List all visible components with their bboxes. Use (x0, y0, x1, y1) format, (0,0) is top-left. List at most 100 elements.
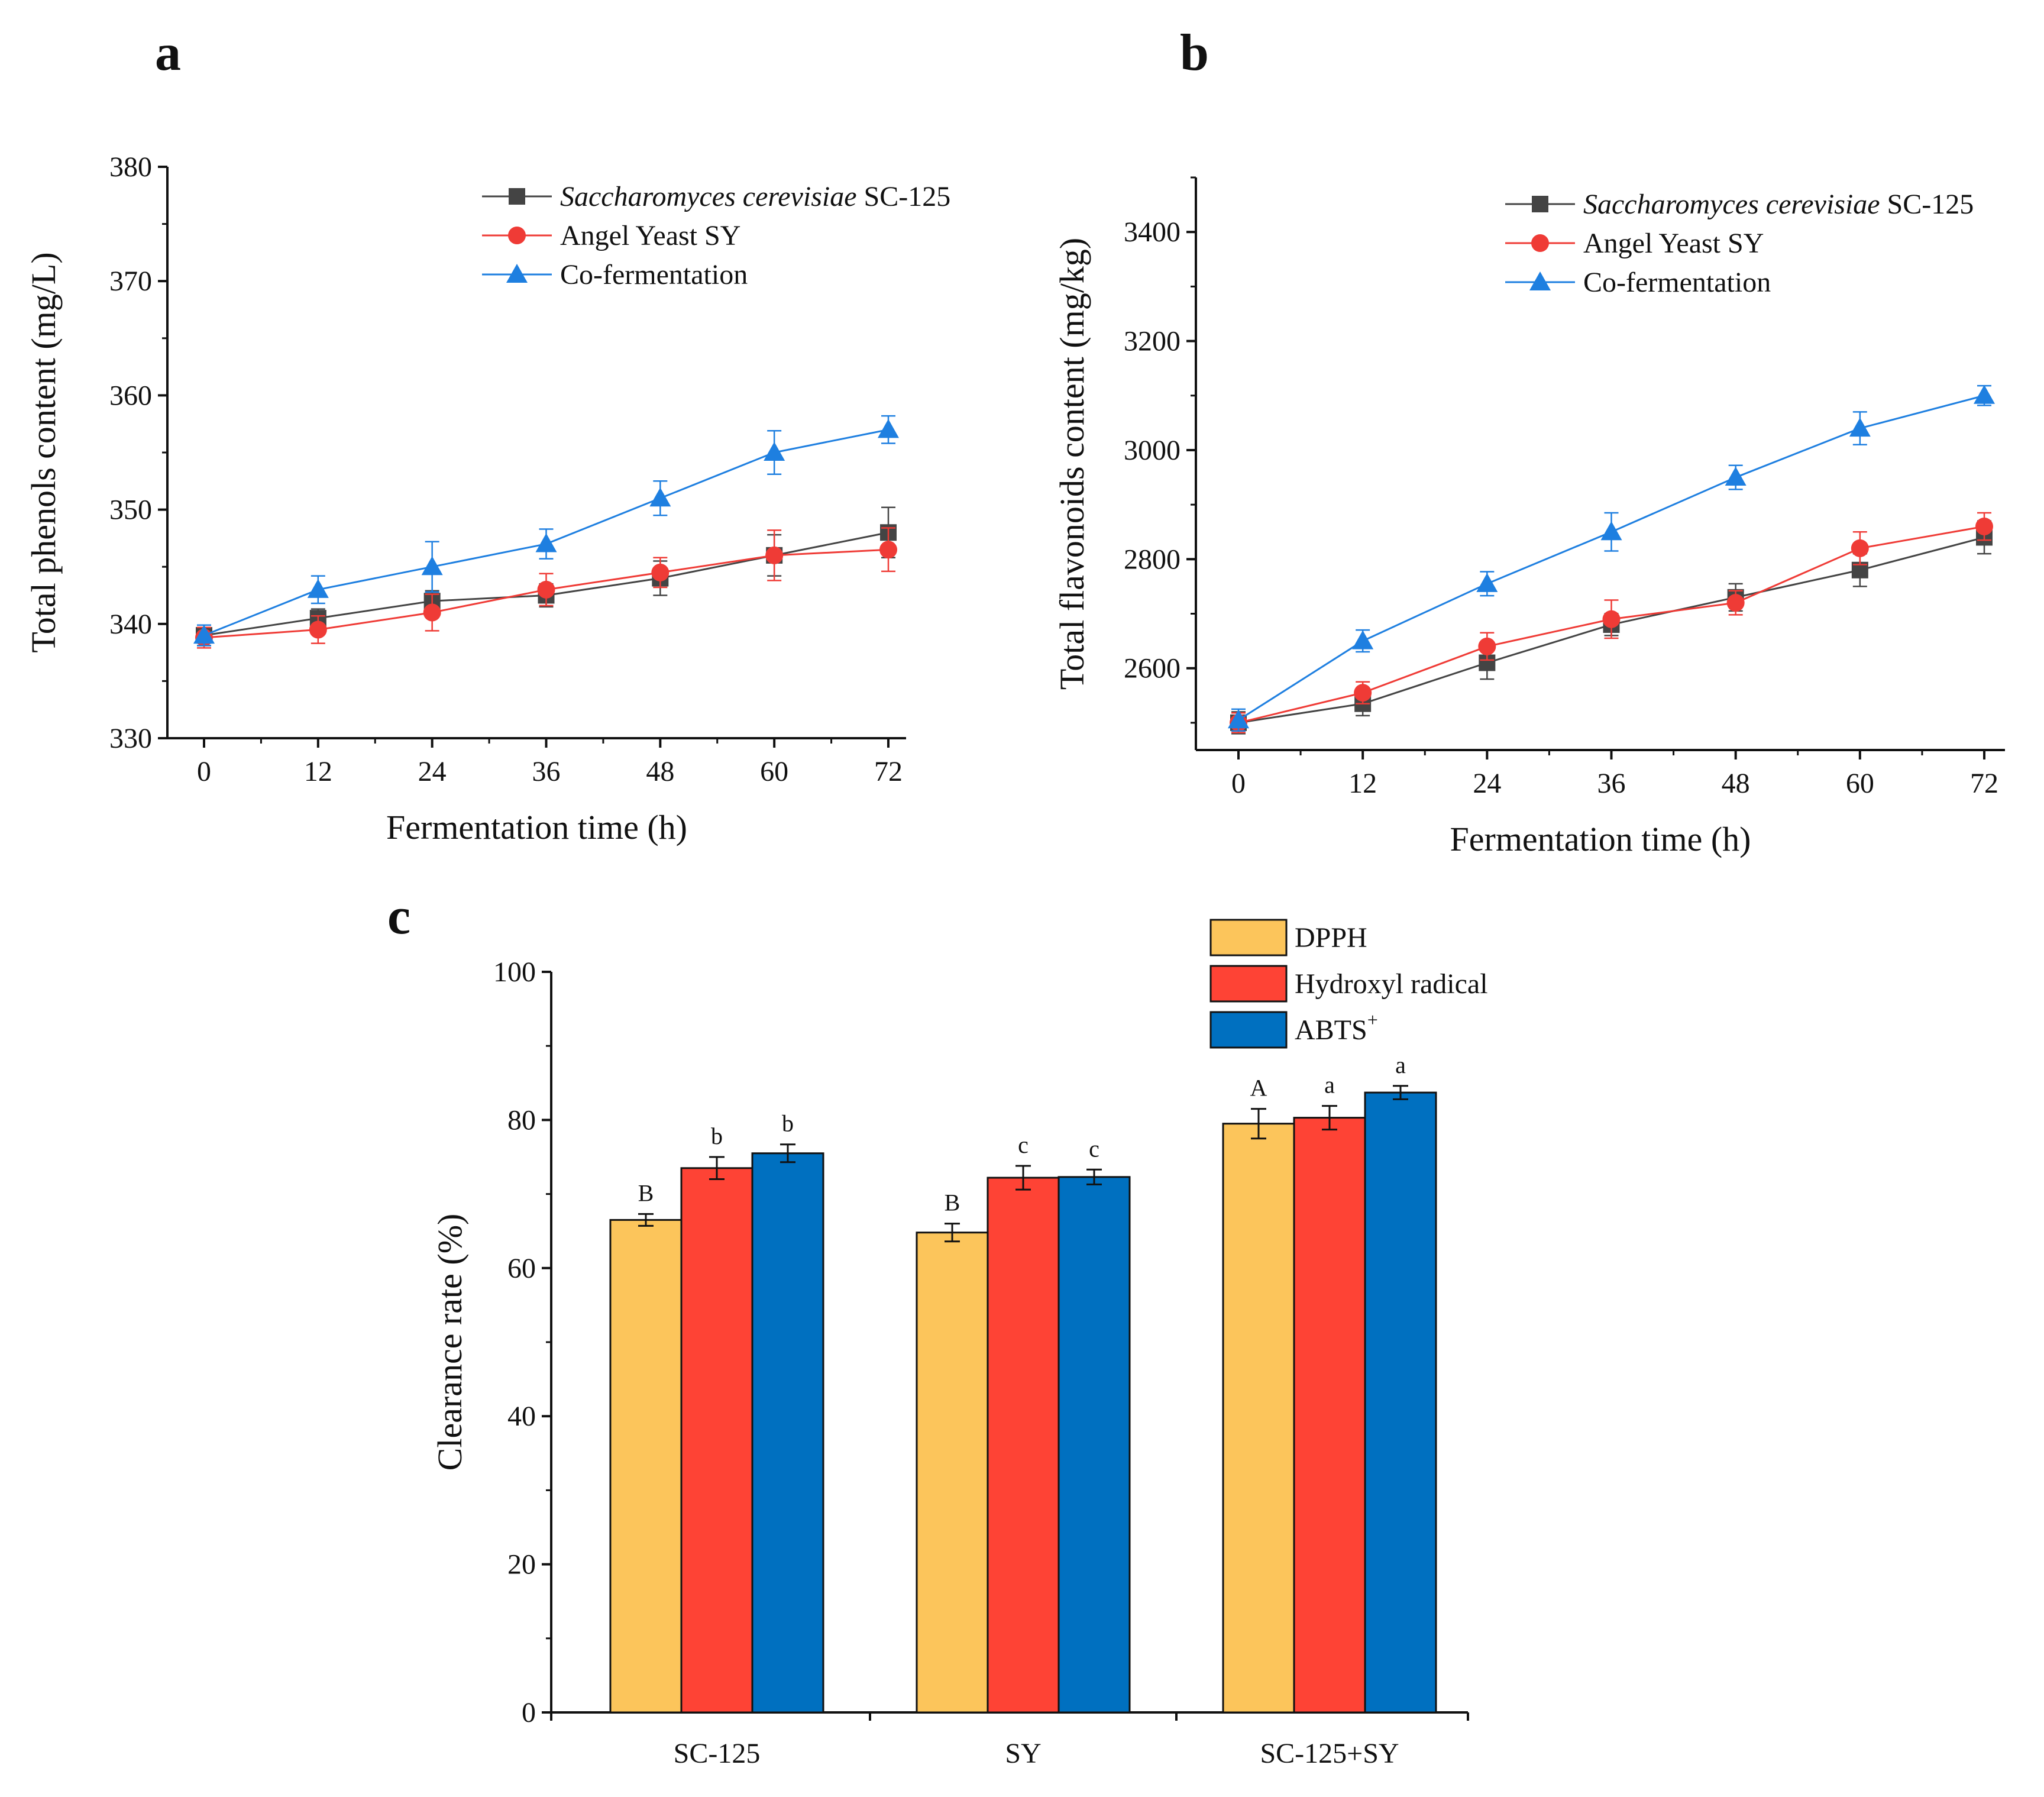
x-tick-label: 12 (304, 756, 332, 787)
x-tick-label: 12 (1348, 768, 1377, 799)
panel-label-a: a (155, 24, 181, 82)
data-point (765, 546, 784, 564)
bar (987, 1177, 1060, 1714)
data-point (879, 541, 897, 559)
x-tick-label: 48 (646, 756, 674, 787)
x-category-label: SC-125 (674, 1738, 761, 1769)
y-tick-label: 40 (507, 1401, 536, 1432)
data-point (193, 625, 215, 644)
y-tick-label: 2800 (1124, 544, 1181, 575)
bar (751, 1152, 824, 1714)
legend-label-text: Co-fermentation (1583, 267, 1771, 298)
x-tick-label: 72 (1970, 768, 1998, 799)
y-tick-label: 20 (507, 1549, 536, 1581)
data-point (764, 442, 785, 461)
legend-label: Angel Yeast SY (1583, 228, 1764, 259)
bar (1293, 1117, 1366, 1714)
legend-label-text: ABTS (1295, 1014, 1367, 1046)
bar (916, 1232, 989, 1714)
data-point (309, 620, 327, 639)
x-tick-label: 0 (197, 756, 211, 787)
chart-b-total-flavonoids: 2600 2800 3000 3200 3400 0 12 24 36 48 60 72 Ferment… (1053, 176, 2005, 858)
legend-swatch (1209, 965, 1288, 1003)
data-point (1600, 521, 1622, 541)
significance-letter: B (945, 1190, 960, 1216)
chart-c-clearance-rate: 0 20 40 60 80 100 SC-125 SY SC-125+SY Clearance r… (431, 919, 1488, 1769)
significance-letter: A (1250, 1075, 1267, 1101)
data-point (1849, 418, 1871, 437)
legend-marker (508, 227, 526, 244)
legend-label-text: Hydroxyl radical (1295, 968, 1488, 1000)
data-point (1228, 709, 1249, 729)
data-point (1352, 630, 1374, 649)
data-point (878, 419, 899, 438)
legend-swatch (1209, 1011, 1288, 1049)
legend-label: Saccharomyces cerevisiae SC-125 (1583, 189, 1974, 220)
legend-marker (509, 188, 525, 205)
y-tick-label: 380 (109, 151, 152, 183)
legend-label: DPPH (1295, 922, 1367, 954)
x-category-label: SC-125+SY (1260, 1738, 1399, 1769)
data-point (1851, 539, 1869, 557)
data-point (1725, 467, 1747, 486)
legend-label: Saccharomyces cerevisiae SC-125 (560, 181, 950, 212)
y-tick-label: 370 (109, 266, 152, 297)
legend-swatch (1209, 919, 1288, 956)
y-tick-label: 80 (507, 1104, 536, 1136)
significance-letter: b (711, 1123, 723, 1149)
data-point (421, 556, 443, 576)
bar (1057, 1176, 1131, 1714)
data-point (1726, 594, 1745, 612)
data-point (537, 580, 555, 599)
x-axis-title: Fermentation time (h) (1450, 820, 1751, 858)
x-tick-label: 24 (1473, 768, 1501, 799)
y-axis-title: Total flavonoids content (mg/kg) (1053, 238, 1091, 690)
data-point (1602, 610, 1621, 628)
y-tick-label: 60 (507, 1253, 536, 1284)
legend-label-text: DPPH (1295, 922, 1367, 954)
bar (680, 1167, 753, 1714)
panel-label-b: b (1180, 24, 1209, 82)
data-point (1354, 684, 1372, 702)
y-tick-label: 3000 (1124, 435, 1181, 466)
series-line (1238, 395, 1985, 721)
y-tick-label: 0 (522, 1697, 536, 1728)
x-tick-label: 24 (418, 756, 447, 787)
y-tick-label: 340 (109, 609, 152, 640)
significance-letter: a (1395, 1052, 1406, 1078)
data-point (1975, 518, 1993, 536)
panel-label-c: c (387, 888, 410, 945)
legend-marker (506, 264, 528, 283)
y-tick-label: 360 (109, 380, 152, 411)
data-point (535, 533, 557, 552)
y-tick-label: 350 (109, 495, 152, 526)
significance-letter: b (782, 1110, 794, 1137)
legend-label-italic: Saccharomyces cerevisiae (1583, 189, 1880, 220)
data-point (651, 563, 670, 581)
legend-marker (1532, 196, 1548, 212)
legend-marker (1529, 272, 1551, 290)
y-tick-label: 3200 (1124, 326, 1181, 357)
legend-marker (1531, 234, 1549, 252)
legend-label: Angel Yeast SY (560, 220, 740, 251)
y-tick-label: 3400 (1124, 216, 1181, 248)
legend-label: ABTS+ (1295, 1009, 1378, 1046)
data-point (423, 603, 441, 622)
legend-label-italic: Saccharomyces cerevisiae (560, 181, 857, 212)
significance-letter: c (1018, 1132, 1029, 1158)
significance-letter: c (1089, 1135, 1099, 1162)
legend-label: Co-fermentation (1583, 267, 1771, 298)
significance-letter: B (638, 1179, 654, 1206)
data-point (1478, 637, 1496, 655)
x-tick-label: 60 (1846, 768, 1874, 799)
y-tick-label: 330 (109, 723, 152, 754)
x-axis-title: Fermentation time (h) (386, 808, 687, 846)
data-point (1974, 384, 1995, 404)
x-tick-label: 72 (874, 756, 903, 787)
legend-label: Hydroxyl radical (1295, 968, 1488, 1000)
data-point (307, 578, 329, 598)
chart-a-total-phenols: 330 340 350 360 370 380 0 12 24 36 48 60 72 Fermentat… (24, 151, 950, 846)
significance-letter: a (1324, 1072, 1335, 1098)
bar (609, 1219, 683, 1714)
